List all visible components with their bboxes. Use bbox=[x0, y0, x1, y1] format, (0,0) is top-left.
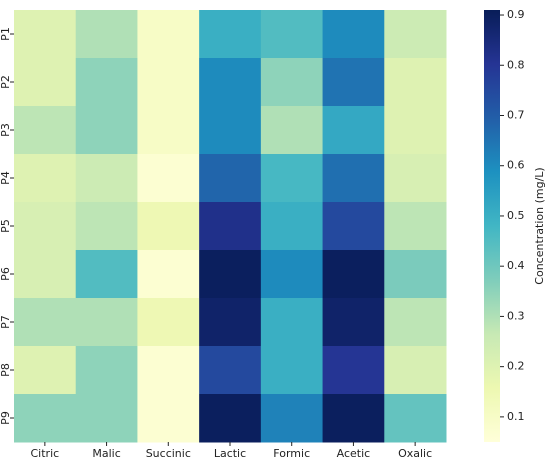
heatmap-cell bbox=[199, 394, 262, 443]
heatmap-cell bbox=[14, 250, 77, 299]
heatmap-cell bbox=[199, 106, 262, 155]
colorbar-tick-label: 0.9 bbox=[507, 8, 525, 21]
heatmap-cell bbox=[384, 10, 447, 59]
heatmap-cell bbox=[260, 10, 324, 59]
heatmap-cell bbox=[199, 298, 262, 347]
colorbar bbox=[484, 10, 500, 442]
heatmap-cell bbox=[75, 202, 138, 251]
heatmap-cell bbox=[260, 202, 324, 251]
colorbar-tick-label: 0.6 bbox=[507, 159, 525, 172]
y-tick-label: P1 bbox=[0, 27, 12, 41]
heatmap-cell bbox=[384, 58, 447, 107]
x-tick-label: Citric bbox=[31, 447, 60, 460]
heatmap-cell bbox=[75, 10, 138, 59]
heatmap-cell bbox=[75, 154, 138, 203]
heatmap-cell bbox=[199, 10, 262, 59]
heatmap-cell bbox=[75, 58, 138, 107]
heatmap-cell bbox=[260, 298, 324, 347]
colorbar-tick-label: 0.1 bbox=[507, 410, 525, 423]
heatmap-cell bbox=[137, 298, 200, 347]
heatmap-cell bbox=[322, 154, 385, 203]
heatmap-cell bbox=[384, 106, 447, 155]
x-tick-label: Malic bbox=[92, 447, 120, 460]
heatmap-cell bbox=[199, 346, 262, 395]
y-tick-label: P5 bbox=[0, 219, 12, 233]
heatmap-cell bbox=[199, 58, 262, 107]
heatmap-cell bbox=[199, 154, 262, 203]
heatmap-cell bbox=[384, 346, 447, 395]
heatmap-cell bbox=[75, 394, 138, 443]
heatmap-cell bbox=[75, 250, 138, 299]
colorbar-label: Concentration (mg/L) bbox=[533, 167, 546, 284]
heatmap-cell bbox=[14, 346, 77, 395]
heatmap-cell bbox=[199, 202, 262, 251]
y-tick-label: P7 bbox=[0, 315, 12, 329]
heatmap-cell bbox=[14, 394, 77, 443]
heatmap-cell bbox=[322, 394, 385, 443]
x-tick-label: Acetic bbox=[337, 447, 371, 460]
heatmap-cell bbox=[384, 154, 447, 203]
y-tick-label: P2 bbox=[0, 75, 12, 89]
heatmap-cell bbox=[322, 346, 385, 395]
heatmap-cell bbox=[137, 394, 200, 443]
heatmap-cell bbox=[137, 250, 200, 299]
heatmap-cell bbox=[137, 154, 200, 203]
heatmap-cell bbox=[137, 202, 200, 251]
heatmap-cell bbox=[137, 346, 200, 395]
heatmap-cell bbox=[260, 346, 324, 395]
colorbar-tick-label: 0.5 bbox=[507, 209, 525, 222]
heatmap-cell bbox=[260, 154, 324, 203]
heatmap-cell bbox=[14, 106, 77, 155]
heatmap-cell bbox=[199, 250, 262, 299]
heatmap-cell bbox=[260, 250, 324, 299]
heatmap-cell bbox=[322, 106, 385, 155]
heatmap-cell bbox=[137, 106, 200, 155]
colorbar-tick-label: 0.2 bbox=[507, 360, 525, 373]
heatmap-cell bbox=[75, 106, 138, 155]
heatmap-cell bbox=[384, 202, 447, 251]
colorbar-tick-label: 0.7 bbox=[507, 108, 525, 121]
heatmap-cell bbox=[14, 298, 77, 347]
heatmap-cell bbox=[75, 298, 138, 347]
heatmap-cell bbox=[14, 154, 77, 203]
heatmap-cell bbox=[322, 10, 385, 59]
heatmap-cell bbox=[322, 58, 385, 107]
x-tick-label: Lactic bbox=[214, 447, 246, 460]
heatmap-cell bbox=[75, 346, 138, 395]
heatmap-cell bbox=[260, 58, 324, 107]
heatmap-cell bbox=[384, 394, 447, 443]
colorbar-tick-label: 0.3 bbox=[507, 309, 525, 322]
heatmap-cell bbox=[14, 202, 77, 251]
x-tick-label: Oxalic bbox=[398, 447, 432, 460]
heatmap-cell bbox=[384, 250, 447, 299]
heatmap-cell bbox=[322, 298, 385, 347]
heatmap-cell bbox=[137, 10, 200, 59]
heatmap-cell bbox=[260, 394, 324, 443]
heatmap-cell bbox=[322, 250, 385, 299]
y-tick-label: P6 bbox=[0, 267, 12, 281]
heatmap-cell bbox=[14, 10, 77, 59]
y-tick-label: P4 bbox=[0, 171, 12, 185]
heatmap-cell bbox=[137, 58, 200, 107]
y-tick-label: P8 bbox=[0, 363, 12, 377]
x-tick-label: Formic bbox=[273, 447, 310, 460]
heatmap-cell bbox=[260, 106, 324, 155]
x-tick-label: Succinic bbox=[146, 447, 191, 460]
colorbar-tick-label: 0.8 bbox=[507, 58, 525, 71]
heatmap-cell bbox=[384, 298, 447, 347]
heatmap-cell bbox=[14, 58, 77, 107]
y-tick-label: P3 bbox=[0, 123, 12, 137]
heatmap-cell bbox=[322, 202, 385, 251]
colorbar-tick-label: 0.4 bbox=[507, 259, 525, 272]
y-tick-label: P9 bbox=[0, 411, 12, 425]
